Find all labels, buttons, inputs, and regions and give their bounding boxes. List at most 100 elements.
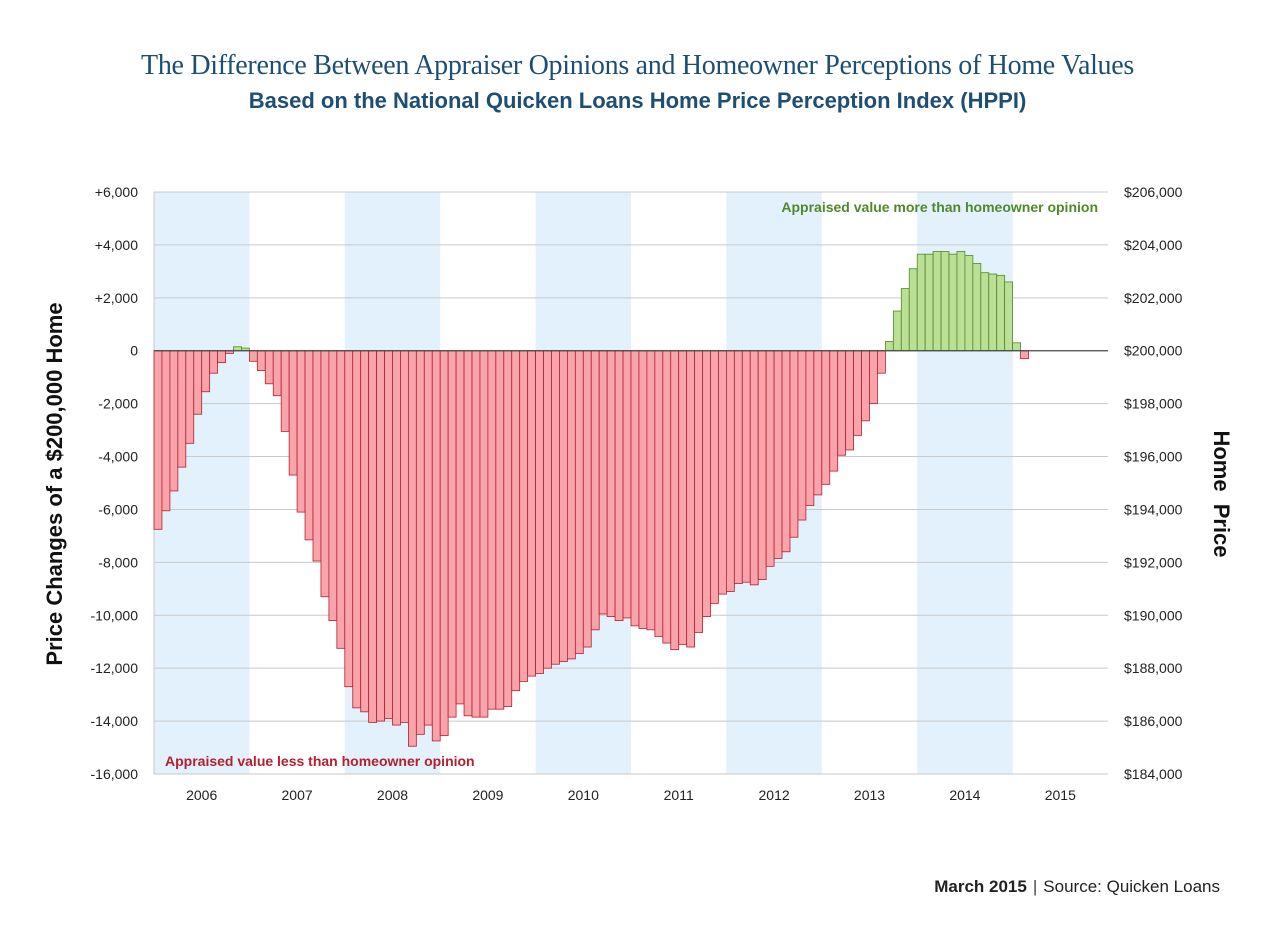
bar — [463, 350, 473, 717]
footer-source: Source: Quicken Loans — [1043, 877, 1220, 896]
x-tick-label: 2010 — [568, 787, 599, 803]
bar — [272, 350, 282, 397]
bar — [940, 251, 950, 352]
bar — [598, 350, 608, 615]
footer: March 2015 | Source: Quicken Loans — [934, 877, 1220, 897]
bar — [869, 350, 878, 405]
bar — [376, 350, 385, 722]
bar — [407, 350, 417, 747]
bar — [392, 350, 401, 726]
bar — [813, 350, 823, 496]
bar — [503, 350, 513, 707]
bar — [877, 350, 886, 374]
bar — [964, 255, 974, 352]
bar — [590, 350, 600, 631]
bar — [1004, 281, 1014, 352]
bar — [384, 350, 393, 719]
bar — [853, 350, 862, 436]
bar — [479, 350, 489, 718]
left-tick-label: -12,000 — [91, 660, 139, 676]
bar — [344, 350, 354, 688]
bar — [789, 350, 799, 538]
bar — [829, 350, 839, 472]
bar — [209, 350, 218, 374]
bar — [256, 350, 266, 371]
bar — [765, 350, 775, 567]
right-tick-label: $190,000 — [1124, 607, 1183, 623]
right-tick-label: $198,000 — [1124, 396, 1183, 412]
x-tick-label: 2011 — [664, 787, 694, 803]
bar — [543, 350, 552, 669]
x-tick-label: 2013 — [854, 787, 885, 803]
footer-date: March 2015 — [934, 877, 1027, 896]
left-tick-label: -4,000 — [98, 449, 138, 465]
right-axis-label: Home Price — [1209, 430, 1234, 557]
bar — [1020, 350, 1029, 360]
left-tick-label: -14,000 — [91, 713, 139, 729]
x-tick-label: 2014 — [949, 787, 980, 803]
bar — [718, 350, 727, 595]
subtitle-text: Based on the National Quicken Loans Home… — [248, 88, 955, 113]
bar — [535, 350, 544, 674]
bar — [559, 350, 568, 662]
bar — [423, 350, 433, 726]
bar — [606, 350, 616, 617]
bar — [264, 350, 274, 385]
bar — [1012, 342, 1021, 352]
bar — [622, 350, 632, 619]
bar — [574, 350, 584, 655]
bar — [352, 350, 362, 709]
bar — [733, 350, 743, 584]
bars — [153, 251, 1108, 747]
bar — [726, 350, 735, 592]
bar — [415, 350, 425, 735]
bar — [773, 350, 783, 559]
bar — [447, 350, 457, 718]
bar — [288, 350, 298, 476]
bar — [797, 350, 807, 521]
bar — [948, 253, 958, 352]
bar — [805, 350, 815, 506]
x-axis-ticks: 2006 2007 2008 2009 2010 2011 2012 2013 2014 2015 — [186, 787, 1076, 803]
bar — [694, 350, 703, 633]
bar — [161, 350, 171, 512]
bar — [741, 350, 751, 583]
bar — [686, 350, 696, 648]
bar — [201, 350, 211, 393]
annotation-above: Appraised value more than homeowner opin… — [781, 199, 1098, 215]
bar — [177, 350, 187, 468]
left-tick-label: -16,000 — [91, 766, 139, 782]
bar — [956, 251, 966, 352]
x-tick-label: 2007 — [282, 787, 313, 803]
bar — [885, 341, 894, 352]
right-tick-label: $204,000 — [1124, 237, 1183, 253]
bar — [670, 350, 680, 651]
left-tick-label: +6,000 — [95, 184, 138, 200]
bar — [527, 350, 537, 677]
bar — [861, 350, 870, 422]
bar — [439, 350, 449, 737]
bar — [296, 350, 306, 513]
left-tick-label: +4,000 — [95, 237, 138, 253]
bar — [312, 350, 322, 562]
bar — [908, 268, 918, 352]
bar — [567, 350, 576, 660]
right-tick-label: $192,000 — [1124, 554, 1183, 570]
right-tick-label: $188,000 — [1124, 660, 1183, 676]
bar — [892, 310, 902, 352]
x-tick-label: 2012 — [759, 787, 790, 803]
bar — [630, 350, 640, 627]
bar — [702, 350, 711, 617]
right-tick-label: $200,000 — [1124, 343, 1183, 359]
bar — [614, 350, 624, 621]
bar — [280, 350, 290, 432]
bar — [368, 350, 377, 723]
bar — [749, 350, 759, 586]
x-tick-label: 2015 — [1045, 787, 1076, 803]
right-tick-label: $194,000 — [1124, 501, 1183, 517]
right-axis-ticks: $206,000 $204,000 $202,000 $200,000 $198,000… — [1124, 184, 1183, 782]
bar — [900, 288, 910, 352]
bar — [193, 350, 203, 415]
bar — [360, 350, 370, 713]
